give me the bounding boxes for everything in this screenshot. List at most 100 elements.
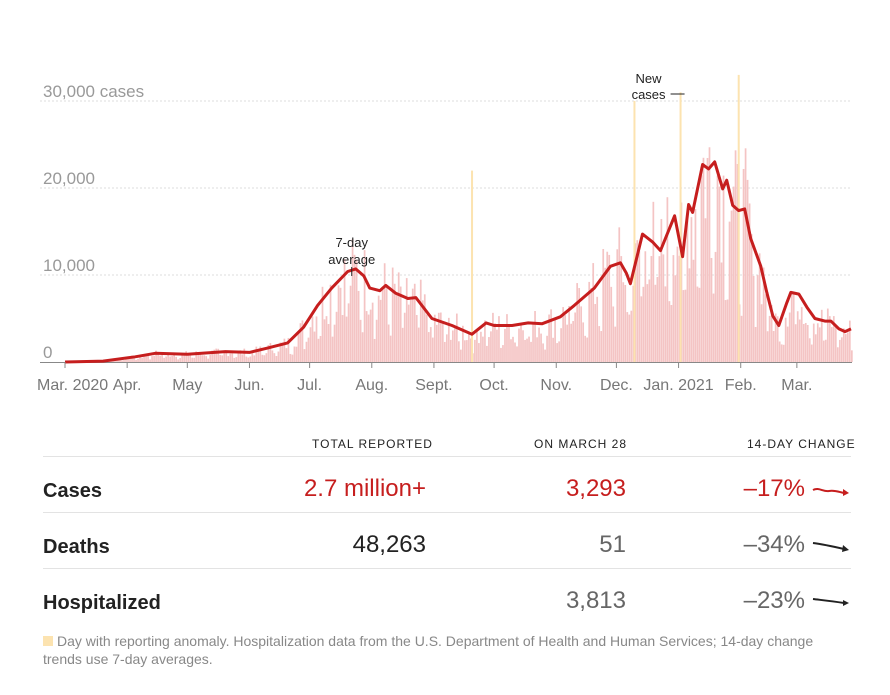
daily-case-bar [257, 351, 260, 362]
daily-case-bar [610, 286, 613, 362]
daily-case-bar [670, 305, 673, 362]
header-14-day-change: 14-DAY CHANGE [747, 437, 856, 451]
daily-case-bar [622, 282, 625, 362]
daily-case-bar [119, 359, 121, 362]
daily-case-bar [736, 163, 739, 362]
daily-case-bar [802, 324, 805, 362]
daily-case-bar [796, 311, 799, 362]
daily-case-bar [379, 299, 382, 362]
daily-case-bar [181, 352, 184, 362]
daily-case-bar [349, 285, 352, 362]
daily-case-bar [391, 267, 394, 362]
daily-case-bar [165, 356, 167, 362]
daily-case-bar [409, 299, 412, 362]
daily-case-bar [113, 360, 115, 362]
daily-case-bar [203, 355, 206, 362]
daily-case-bar [540, 333, 542, 362]
daily-case-bar [355, 260, 358, 362]
daily-case-bar [451, 330, 454, 362]
daily-case-bar [612, 306, 615, 362]
daily-case-bar [638, 250, 641, 362]
daily-case-bar [329, 284, 332, 362]
daily-case-bar [251, 352, 254, 362]
daily-case-bar [474, 339, 476, 362]
daily-case-bar [532, 322, 534, 362]
x-tick-label: Dec. [600, 377, 633, 394]
daily-case-bar [496, 329, 498, 362]
anomaly-bars [471, 74, 740, 363]
daily-case-bar [482, 336, 484, 362]
daily-case-bar [848, 320, 851, 362]
daily-case-bar [357, 290, 360, 362]
daily-case-bar [714, 251, 717, 362]
daily-case-bar [696, 286, 699, 362]
daily-case-bar [470, 338, 472, 362]
daily-case-bar [614, 326, 617, 362]
daily-case-bar [624, 284, 627, 362]
daily-case-bar [476, 331, 478, 362]
daily-case-bar [281, 342, 284, 362]
daily-case-bar [335, 311, 338, 362]
daily-case-bar [403, 312, 406, 362]
daily-case-bar [447, 317, 450, 362]
daily-case-bar [764, 294, 767, 362]
daily-case-bar [502, 345, 504, 362]
daily-case-bar [808, 338, 811, 362]
daily-case-bar [285, 348, 288, 362]
daily-case-bar [331, 336, 334, 362]
daily-case-bar [277, 351, 280, 362]
x-tick-label: Mar. [781, 377, 812, 394]
daily-case-bar [135, 359, 137, 362]
daily-case-bar [291, 354, 294, 362]
daily-case-bar [275, 356, 278, 362]
daily-case-bar [305, 341, 308, 362]
daily-case-bar [674, 275, 677, 362]
daily-case-bar [317, 338, 320, 362]
daily-case-bar [129, 358, 131, 362]
daily-case-bar [596, 296, 599, 362]
daily-case-bar [201, 355, 204, 362]
daily-case-bar [640, 296, 643, 362]
daily-case-bar [720, 262, 723, 362]
daily-case-bar [283, 338, 286, 362]
daily-case-bar [658, 256, 661, 362]
daily-case-bar [147, 355, 149, 362]
daily-case-bar [303, 349, 306, 362]
daily-case-bar [706, 157, 709, 362]
daily-case-bar [528, 336, 530, 362]
daily-case-bar [327, 324, 330, 362]
daily-case-bar [347, 303, 350, 362]
daily-case-bar [684, 289, 687, 362]
seven-day-average-line [64, 160, 852, 364]
daily-case-bar [492, 312, 494, 362]
daily-case-bar [462, 325, 464, 362]
daily-case-bar [205, 356, 208, 362]
daily-case-bar [439, 312, 442, 362]
case-bars [67, 147, 853, 362]
daily-case-bar [167, 352, 169, 362]
daily-case-bar [560, 328, 562, 362]
daily-case-bar [427, 332, 430, 362]
daily-case-bar [730, 210, 733, 362]
hospitalized-row: Hospitalized 3,813 –23% [43, 568, 851, 625]
daily-case-bar [289, 353, 292, 362]
cases-change: –17% [743, 475, 805, 502]
daily-case-bar [650, 256, 653, 362]
daily-case-bar [498, 316, 500, 362]
daily-case-bar [353, 254, 356, 362]
daily-case-bar [752, 275, 755, 362]
daily-case-bar [590, 288, 593, 362]
daily-case-bar [628, 314, 631, 362]
daily-case-bar [830, 327, 833, 362]
daily-case-bar [389, 335, 392, 362]
daily-case-bar [756, 275, 759, 362]
x-tick-label: Nov. [540, 377, 572, 394]
daily-case-bar [193, 357, 196, 362]
daily-case-bar [516, 346, 518, 362]
daily-case-bar [397, 272, 400, 362]
daily-case-bar [445, 334, 448, 362]
daily-case-bar [698, 287, 701, 362]
daily-case-bar [269, 343, 272, 362]
daily-case-bar [664, 286, 667, 362]
daily-case-bar [363, 250, 366, 362]
